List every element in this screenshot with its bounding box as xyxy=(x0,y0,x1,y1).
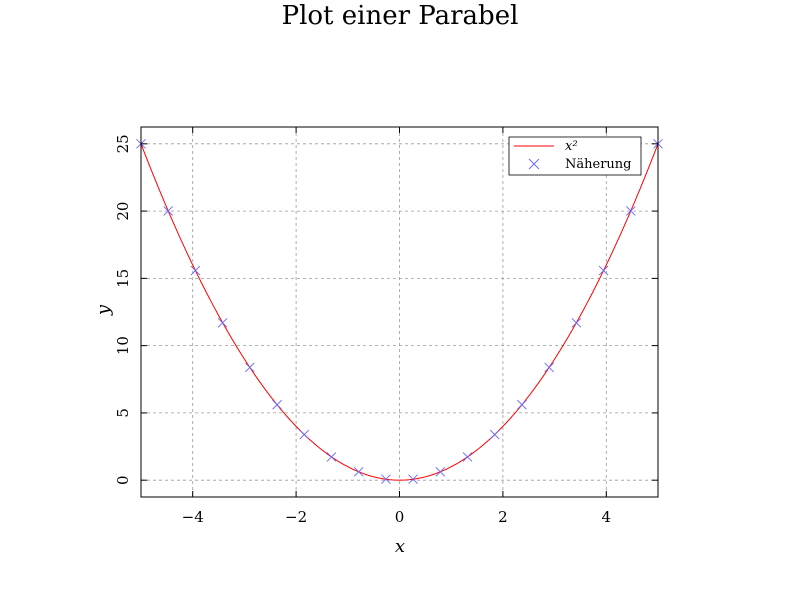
y-tick-label: 10 xyxy=(114,336,132,355)
legend-label-parabola: x² xyxy=(565,139,578,154)
series-marker-approximation xyxy=(571,317,582,328)
chart-title: Plot einer Parabel xyxy=(282,1,519,31)
legend: x² Näherung xyxy=(508,136,642,176)
x-axis-label: x xyxy=(395,536,405,557)
series-marker-approximation xyxy=(190,265,201,276)
legend-marker-swatch xyxy=(528,158,540,170)
series-marker-approximation xyxy=(544,362,554,373)
series-marker-approximation xyxy=(408,474,418,485)
y-axis-label: y xyxy=(93,304,114,316)
legend-box xyxy=(508,136,642,176)
y-tick-label: 0 xyxy=(114,475,132,485)
series-marker-approximation xyxy=(598,265,609,276)
series-marker-approximation xyxy=(489,429,500,440)
x-tick-label: −2 xyxy=(285,508,307,526)
x-tick-label: −4 xyxy=(182,508,204,526)
y-tick-label: 20 xyxy=(114,202,132,221)
series-marker-approximation xyxy=(381,474,391,485)
x-tick-label: 0 xyxy=(395,508,405,526)
legend-label-approximation: Näherung xyxy=(565,157,631,172)
series-marker-approximation xyxy=(353,467,364,477)
series-marker-approximation xyxy=(163,206,174,216)
y-tick-label: 5 xyxy=(114,408,132,418)
series-marker-approximation xyxy=(245,362,255,373)
series-line-parabola xyxy=(140,143,659,481)
series-marker-approximation xyxy=(517,399,527,410)
series-marker-approximation xyxy=(326,452,337,462)
y-tick-label: 15 xyxy=(114,269,132,288)
series-marker-approximation xyxy=(217,317,228,328)
x-tick-label: 2 xyxy=(498,508,508,526)
series-marker-approximation xyxy=(272,399,282,410)
series-marker-approximation xyxy=(435,467,446,477)
x-tick-label: 4 xyxy=(602,508,612,526)
series-marker-approximation xyxy=(625,206,636,216)
data-series xyxy=(136,138,663,485)
series-marker-approximation xyxy=(462,452,473,462)
series-marker-approximation xyxy=(299,429,310,440)
y-tick-label: 25 xyxy=(114,134,132,153)
axis-ticks: −4 −2 0 2 4 0 5 10 15 20 25 xyxy=(114,127,658,526)
grid xyxy=(141,127,658,497)
